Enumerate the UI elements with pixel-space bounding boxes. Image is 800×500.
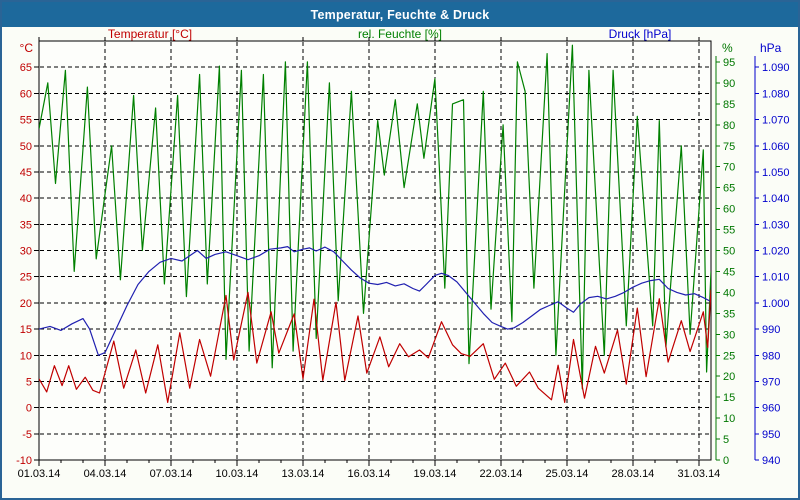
svg-text:10: 10 [20, 350, 32, 362]
svg-text:01.03.14: 01.03.14 [18, 468, 61, 480]
temperature-axis-labels: -10 -5 0 5 10 15 20 25 30 35 40 45 50 55 60 65 [16, 62, 32, 467]
svg-text:1.080: 1.080 [762, 88, 790, 100]
svg-text:25.03.14: 25.03.14 [546, 468, 589, 480]
svg-text:0: 0 [26, 403, 32, 415]
svg-text:22.03.14: 22.03.14 [480, 468, 523, 480]
humidity-axis-labels: 0 5 10 15 20 25 30 35 40 45 50 55 60 65 70 75 80 85 90 95 [723, 57, 735, 467]
x-axis-ticks [38, 37, 700, 466]
svg-text:40: 40 [723, 287, 735, 299]
humidity-series-line [39, 44, 711, 390]
humidity-unit-label: % [722, 41, 733, 55]
svg-text:990: 990 [762, 324, 780, 336]
svg-text:5: 5 [26, 376, 32, 388]
svg-text:55: 55 [723, 225, 735, 237]
svg-text:65: 65 [20, 62, 32, 74]
svg-text:45: 45 [723, 266, 735, 278]
svg-text:1.030: 1.030 [762, 219, 790, 231]
svg-text:19.03.14: 19.03.14 [414, 468, 457, 480]
svg-text:07.03.14: 07.03.14 [150, 468, 193, 480]
svg-text:1.070: 1.070 [762, 115, 790, 127]
svg-text:45: 45 [20, 167, 32, 179]
svg-text:15: 15 [723, 392, 735, 404]
svg-text:35: 35 [723, 308, 735, 320]
svg-text:-10: -10 [16, 455, 32, 467]
svg-text:50: 50 [20, 141, 32, 153]
humidity-axis [715, 56, 720, 461]
svg-text:60: 60 [723, 204, 735, 216]
svg-text:80: 80 [723, 120, 735, 132]
svg-text:1.060: 1.060 [762, 141, 790, 153]
svg-text:1.010: 1.010 [762, 272, 790, 284]
svg-text:950: 950 [762, 429, 780, 441]
svg-text:70: 70 [723, 162, 735, 174]
svg-text:1.090: 1.090 [762, 62, 790, 74]
temperature-series-line [39, 289, 711, 403]
svg-text:31.03.14: 31.03.14 [677, 468, 720, 480]
svg-text:20: 20 [723, 371, 735, 383]
title-bar: Temperatur, Feuchte & Druck [2, 2, 798, 27]
svg-text:1.050: 1.050 [762, 167, 790, 179]
svg-text:970: 970 [762, 376, 780, 388]
svg-text:1.020: 1.020 [762, 246, 790, 258]
pressure-axis [754, 56, 759, 461]
svg-text:55: 55 [20, 115, 32, 127]
svg-text:10.03.14: 10.03.14 [216, 468, 259, 480]
svg-text:60: 60 [20, 88, 32, 100]
temperature-unit-label: °C [20, 41, 34, 55]
svg-text:940: 940 [762, 455, 780, 467]
pressure-axis-labels: 940 950 960 970 980 990 1.000 1.010 1.020 1.030 1.… [762, 62, 790, 467]
svg-text:960: 960 [762, 403, 780, 415]
window-title: Temperatur, Feuchte & Druck [310, 7, 490, 22]
svg-text:1.040: 1.040 [762, 193, 790, 205]
svg-text:65: 65 [723, 183, 735, 195]
svg-text:0: 0 [723, 455, 729, 467]
pressure-unit-label: hPa [760, 41, 782, 55]
svg-text:25: 25 [723, 350, 735, 362]
svg-text:75: 75 [723, 141, 735, 153]
svg-text:13.03.14: 13.03.14 [282, 468, 325, 480]
svg-text:90: 90 [723, 78, 735, 90]
svg-text:30: 30 [20, 246, 32, 258]
svg-text:5: 5 [723, 434, 729, 446]
svg-text:28.03.14: 28.03.14 [611, 468, 654, 480]
legend-item-pressure: Druck [hPa] [608, 27, 672, 41]
x-axis-labels: 01.03.14 04.03.14 07.03.14 10.03.14 13.03.14… [18, 468, 721, 480]
pressure-series-line [39, 246, 711, 356]
temperature-axis-ticks [34, 66, 39, 461]
svg-text:-5: -5 [22, 429, 32, 441]
svg-text:50: 50 [723, 246, 735, 258]
svg-text:85: 85 [723, 99, 735, 111]
svg-text:95: 95 [723, 57, 735, 69]
svg-text:25: 25 [20, 272, 32, 284]
svg-text:15: 15 [20, 324, 32, 336]
svg-text:30: 30 [723, 329, 735, 341]
legend-item-humidity: rel. Feuchte [%] [357, 27, 443, 41]
svg-text:1.000: 1.000 [762, 298, 790, 310]
svg-text:20: 20 [20, 298, 32, 310]
svg-text:04.03.14: 04.03.14 [84, 468, 127, 480]
svg-text:10: 10 [723, 413, 735, 425]
svg-text:35: 35 [20, 219, 32, 231]
svg-text:16.03.14: 16.03.14 [348, 468, 391, 480]
svg-text:980: 980 [762, 350, 780, 362]
svg-text:40: 40 [20, 193, 32, 205]
